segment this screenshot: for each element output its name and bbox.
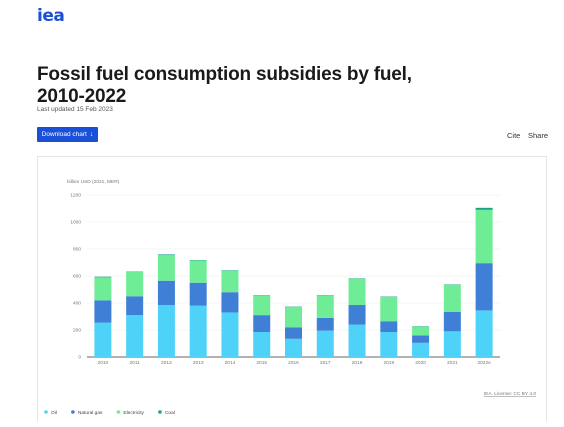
y-tick-label: 200 bbox=[73, 328, 81, 334]
x-tick-label: 2022e bbox=[477, 360, 491, 366]
bar-natural-gas bbox=[317, 318, 334, 331]
legend-swatch bbox=[117, 410, 121, 414]
y-tick-label: 1200 bbox=[70, 193, 81, 199]
bar-oil bbox=[412, 343, 429, 357]
bar-natural-gas bbox=[349, 305, 366, 325]
page-title: Fossil fuel consumption subsidies by fue… bbox=[37, 64, 437, 108]
y-axis-title: billion USD (2021, MER) bbox=[67, 179, 120, 185]
bar-oil bbox=[380, 332, 397, 357]
x-tick-label: 2021 bbox=[447, 360, 458, 366]
y-tick-label: 0 bbox=[78, 355, 81, 361]
cite-link[interactable]: Cite bbox=[507, 131, 520, 140]
download-arrow-icon: ↓ bbox=[90, 131, 94, 138]
bar-oil bbox=[476, 310, 493, 357]
download-chart-button[interactable]: Download chart ↓ bbox=[37, 127, 98, 142]
bar-coal bbox=[158, 254, 175, 255]
bar-natural-gas bbox=[412, 335, 429, 342]
chart-container: billion USD (2021, MER) 0 200 400 600 800 1000… bbox=[37, 156, 547, 421]
bar-electricity bbox=[349, 279, 366, 305]
bar-oil bbox=[126, 315, 143, 357]
x-tick-label: 2012 bbox=[161, 360, 172, 366]
download-chart-label: Download chart bbox=[42, 131, 87, 138]
x-tick-label: 2013 bbox=[193, 360, 204, 366]
x-tick-label: 2010 bbox=[98, 360, 109, 366]
bar-natural-gas bbox=[94, 300, 111, 322]
bar-natural-gas bbox=[444, 312, 461, 332]
legend-label: Natural gas bbox=[78, 410, 103, 416]
bar-natural-gas bbox=[285, 327, 302, 338]
y-tick-label: 800 bbox=[73, 247, 81, 253]
share-link[interactable]: Share bbox=[528, 131, 548, 140]
bar-oil bbox=[349, 325, 366, 357]
bar-electricity bbox=[190, 260, 207, 282]
bar-natural-gas bbox=[253, 315, 270, 332]
license-link: IEA. License: CC BY 4.0 bbox=[484, 391, 537, 397]
bar-electricity bbox=[94, 277, 111, 300]
bar-oil bbox=[190, 306, 207, 357]
last-updated-text: Last updated 15 Feb 2023 bbox=[37, 106, 113, 113]
legend-label: Coal bbox=[165, 410, 175, 416]
bar-electricity bbox=[221, 271, 238, 293]
y-tick-label: 400 bbox=[73, 301, 81, 307]
bar-coal bbox=[94, 277, 111, 278]
x-tick-label: 2016 bbox=[288, 360, 299, 366]
bar-oil bbox=[444, 331, 461, 357]
x-tick-label: 2020 bbox=[415, 360, 426, 366]
bar-natural-gas bbox=[158, 281, 175, 305]
bar-natural-gas bbox=[221, 292, 238, 312]
legend-swatch bbox=[158, 410, 162, 414]
stacked-bar-chart: billion USD (2021, MER) 0 200 400 600 800 1000… bbox=[38, 157, 548, 422]
y-tick-label: 600 bbox=[73, 274, 81, 280]
bar-natural-gas bbox=[126, 296, 143, 315]
bar-coal bbox=[476, 208, 493, 210]
legend-swatch bbox=[44, 410, 48, 414]
bar-natural-gas bbox=[190, 283, 207, 306]
bar-oil bbox=[317, 331, 334, 357]
x-tick-label: 2017 bbox=[320, 360, 331, 366]
bar-electricity bbox=[285, 307, 302, 327]
x-tick-label: 2018 bbox=[352, 360, 363, 366]
bar-electricity bbox=[476, 210, 493, 263]
bar-electricity bbox=[317, 296, 334, 318]
bar-electricity bbox=[412, 327, 429, 336]
legend-label: Oil bbox=[51, 410, 57, 416]
x-tick-label: 2011 bbox=[129, 360, 140, 366]
bar-oil bbox=[94, 323, 111, 357]
bar-electricity bbox=[126, 272, 143, 296]
bar-oil bbox=[253, 332, 270, 357]
iea-logo[interactable]: iea bbox=[37, 6, 64, 26]
bar-oil bbox=[285, 339, 302, 357]
legend-swatch bbox=[71, 410, 75, 414]
x-tick-label: 2014 bbox=[225, 360, 236, 366]
x-tick-label: 2015 bbox=[256, 360, 267, 366]
bar-electricity bbox=[253, 296, 270, 316]
x-tick-label: 2019 bbox=[383, 360, 394, 366]
bar-oil bbox=[221, 312, 238, 357]
y-tick-label: 1000 bbox=[70, 220, 81, 226]
bar-natural-gas bbox=[380, 321, 397, 332]
bar-electricity bbox=[158, 255, 175, 281]
bar-electricity bbox=[380, 297, 397, 321]
bar-natural-gas bbox=[476, 263, 493, 310]
legend-label: Electricity bbox=[123, 410, 144, 416]
bar-electricity bbox=[444, 285, 461, 312]
bar-oil bbox=[158, 305, 175, 357]
